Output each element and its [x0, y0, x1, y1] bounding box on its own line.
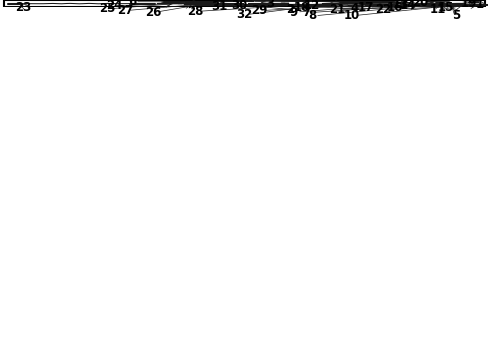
Text: 11: 11	[429, 3, 445, 16]
Ellipse shape	[313, 4, 324, 5]
Ellipse shape	[327, 3, 347, 4]
Text: 3: 3	[265, 0, 273, 10]
Ellipse shape	[351, 3, 367, 4]
Text: 8: 8	[307, 9, 315, 22]
Text: 15: 15	[437, 1, 453, 14]
Ellipse shape	[236, 3, 244, 4]
Text: 24: 24	[105, 0, 122, 12]
Ellipse shape	[240, 4, 244, 5]
Text: 5: 5	[451, 9, 459, 22]
Ellipse shape	[268, 4, 272, 5]
Text: 30: 30	[230, 0, 246, 12]
Text: 26: 26	[144, 6, 161, 19]
Ellipse shape	[249, 4, 253, 5]
Text: 25: 25	[99, 2, 115, 15]
Text: 29: 29	[250, 4, 266, 17]
Bar	[364, 4, 392, 5]
Text: 12: 12	[303, 0, 320, 12]
Text: 28: 28	[186, 5, 203, 18]
Text: 6: 6	[128, 0, 136, 8]
Ellipse shape	[359, 4, 367, 5]
Text: 19: 19	[460, 0, 476, 10]
Text: 7: 7	[301, 6, 309, 19]
Ellipse shape	[346, 3, 372, 4]
Text: 16: 16	[386, 1, 403, 14]
Text: 14: 14	[399, 0, 415, 13]
Text: 2: 2	[285, 3, 293, 16]
Ellipse shape	[289, 4, 299, 5]
Text: 4: 4	[350, 3, 358, 15]
Ellipse shape	[259, 4, 263, 5]
Ellipse shape	[302, 4, 309, 5]
Ellipse shape	[411, 5, 427, 6]
Ellipse shape	[183, 4, 196, 5]
Ellipse shape	[212, 4, 216, 5]
Ellipse shape	[221, 4, 225, 5]
Text: 10: 10	[343, 9, 359, 22]
Text: 20: 20	[411, 0, 427, 9]
Text: 22: 22	[374, 3, 390, 16]
Text: 32: 32	[235, 8, 252, 21]
Ellipse shape	[202, 4, 206, 5]
Ellipse shape	[178, 3, 187, 4]
Text: 18: 18	[293, 1, 309, 14]
Ellipse shape	[278, 4, 282, 5]
Ellipse shape	[157, 3, 173, 4]
Ellipse shape	[193, 4, 197, 5]
Text: 13: 13	[392, 0, 408, 11]
Ellipse shape	[287, 4, 291, 5]
Ellipse shape	[321, 3, 353, 4]
Ellipse shape	[230, 4, 235, 5]
Polygon shape	[339, 2, 414, 3]
Text: 1: 1	[475, 0, 483, 11]
Text: 17: 17	[357, 1, 373, 14]
Bar	[305, 4, 329, 5]
Text: 23: 23	[15, 1, 31, 14]
Ellipse shape	[168, 3, 182, 4]
Text: 21: 21	[328, 3, 345, 16]
Text: 31: 31	[210, 0, 226, 13]
Text: 27: 27	[117, 4, 133, 17]
Text: 9: 9	[289, 5, 298, 18]
